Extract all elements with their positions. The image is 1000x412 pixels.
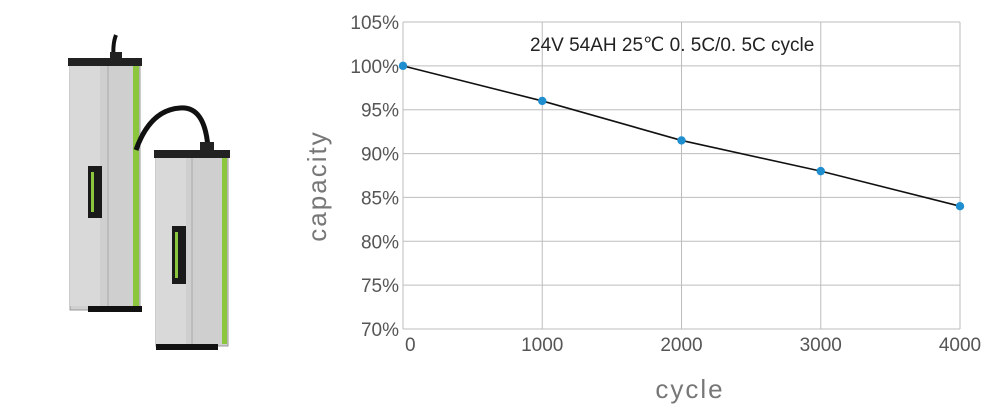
short-battery-label-stripe <box>175 232 178 278</box>
tall-battery-label <box>88 166 102 218</box>
tall-battery-green-edge <box>133 66 139 306</box>
y-tick-label: 85% <box>361 188 399 209</box>
x-tick-label: 0 <box>405 335 416 356</box>
data-point <box>955 202 965 211</box>
y-tick-label: 90% <box>361 145 399 166</box>
y-axis-label: capacity <box>302 130 332 241</box>
x-tick-label: 3000 <box>800 335 842 356</box>
data-point <box>398 61 408 71</box>
y-tick-label: 95% <box>361 101 399 122</box>
short-battery-green-edge <box>222 158 227 344</box>
data-point <box>677 136 686 145</box>
x-tick-label: 2000 <box>660 335 702 356</box>
tall-battery-label-stripe <box>91 172 94 212</box>
chart-title: 24V 54AH 25℃ 0. 5C/0. 5C cycle <box>530 35 814 56</box>
x-tick-label: 4000 <box>939 335 981 356</box>
data-point <box>816 166 825 176</box>
short-battery-plug <box>200 142 214 152</box>
x-tick-labels: 0 1000 2000 3000 4000 <box>405 335 981 356</box>
y-tick-label: 105% <box>350 13 399 34</box>
x-tick-label: 1000 <box>521 335 563 356</box>
short-battery-top <box>154 150 230 158</box>
battery-product-image <box>68 34 230 350</box>
data-point <box>538 96 547 106</box>
tall-battery-base <box>88 306 142 312</box>
tall-battery-top <box>68 58 142 66</box>
y-tick-label: 80% <box>361 232 399 253</box>
data-points <box>398 61 965 211</box>
short-battery-label <box>172 226 186 284</box>
grid <box>402 21 961 330</box>
y-tick-label: 75% <box>361 276 399 297</box>
y-tick-label: 100% <box>350 57 399 78</box>
x-axis-label: cycle <box>655 374 724 404</box>
y-tick-label: 70% <box>361 320 399 341</box>
connecting-cable <box>133 105 211 151</box>
short-battery-base <box>156 344 218 350</box>
capacity-chart: 70% 75% 80% 85% 90% 95% 100% 105% 0 1000 2000 3000… <box>302 13 981 404</box>
y-tick-labels: 70% 75% 80% 85% 90% 95% 100% 105% <box>350 13 399 341</box>
